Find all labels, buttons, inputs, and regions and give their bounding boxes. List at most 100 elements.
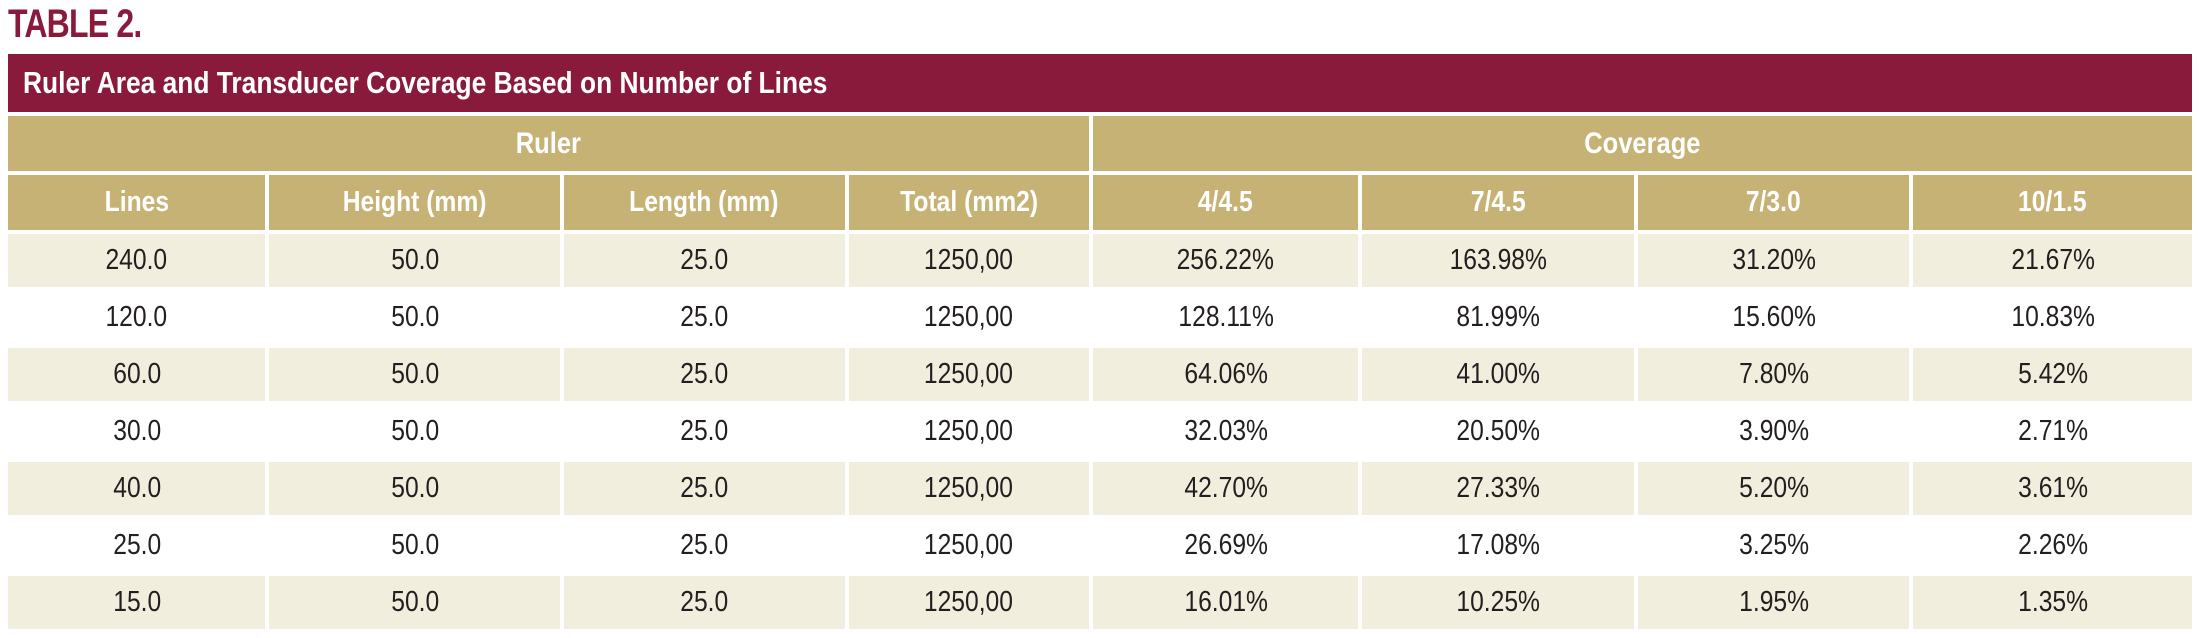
table-cell-value: 50.0: [390, 472, 439, 504]
table-cell: 50.0: [269, 405, 561, 458]
table-cell: 40.0: [8, 462, 266, 515]
table-cell: 1250,00: [848, 576, 1089, 629]
table-cell-value: 50.0: [390, 415, 439, 447]
column-header-4-45: 4/4.5: [1092, 175, 1359, 230]
table-title: Ruler Area and Transducer Coverage Based…: [23, 65, 828, 100]
table-cell: 3.90%: [1637, 405, 1910, 458]
table-cell: 1250,00: [848, 405, 1089, 458]
column-header-label: Length (mm): [629, 186, 779, 218]
table-cell: 41.00%: [1362, 348, 1634, 401]
table-cell-value: 50.0: [390, 529, 439, 561]
column-header-label: 4/4.5: [1198, 186, 1254, 218]
table-cell: 64.06%: [1092, 348, 1359, 401]
table-cell-value: 50.0: [390, 301, 439, 333]
group-header-coverage: Coverage: [1092, 116, 2192, 171]
table-cell-value: 3.25%: [1738, 529, 1809, 561]
table-cell: 240.0: [8, 234, 266, 287]
column-header-7-45: 7/4.5: [1362, 175, 1634, 230]
table-cell: 20.50%: [1362, 405, 1634, 458]
table-cell-value: 256.22%: [1177, 244, 1275, 276]
table-cell: 5.42%: [1913, 348, 2192, 401]
table-cell-value: 50.0: [390, 358, 439, 390]
table-cell: 3.25%: [1637, 519, 1910, 572]
table-cell-value: 2.26%: [2017, 529, 2088, 561]
table-cell: 25.0: [564, 576, 845, 629]
table-cell-value: 16.01%: [1183, 586, 1268, 618]
table-cell: 25.0: [8, 519, 266, 572]
table-cell-value: 2.71%: [2017, 415, 2088, 447]
table-cell-value: 1250,00: [924, 415, 1014, 447]
table-cell: 10.83%: [1913, 291, 2192, 344]
table-cell-value: 128.11%: [1177, 301, 1274, 333]
table-cell-value: 1250,00: [924, 586, 1014, 618]
table-cell: 15.0: [8, 576, 266, 629]
table-cell: 50.0: [269, 234, 561, 287]
table-cell-value: 7.80%: [1738, 358, 1809, 390]
table-cell-value: 1250,00: [924, 301, 1014, 333]
table-cell: 1250,00: [848, 234, 1089, 287]
table-cell-value: 15.60%: [1731, 301, 1816, 333]
table-cell: 1250,00: [848, 462, 1089, 515]
column-header-10-15: 10/1.5: [1913, 175, 2192, 230]
table-cell-value: 1250,00: [924, 244, 1014, 276]
table-cell: 16.01%: [1092, 576, 1359, 629]
table-cell: 128.11%: [1092, 291, 1359, 344]
table-cell-value: 5.20%: [1738, 472, 1809, 504]
table-cell-value: 42.70%: [1183, 472, 1268, 504]
table-cell: 27.33%: [1362, 462, 1634, 515]
table-cell-value: 1250,00: [924, 358, 1014, 390]
table-cell: 60.0: [8, 348, 266, 401]
table-label: TABLE 2.: [8, 2, 142, 46]
table-cell-value: 10.83%: [2010, 301, 2095, 333]
table-cell-value: 26.69%: [1183, 529, 1268, 561]
table-cell-value: 31.20%: [1731, 244, 1816, 276]
table-cell: 25.0: [564, 348, 845, 401]
table-cell-value: 60.0: [112, 358, 161, 390]
table-cell: 17.08%: [1362, 519, 1634, 572]
column-header-label: 10/1.5: [2018, 186, 2087, 218]
data-table: Ruler Area and Transducer Coverage Based…: [8, 54, 2192, 629]
column-header-label: Lines: [104, 186, 169, 218]
table-cell-value: 25.0: [680, 415, 729, 447]
table-cell-value: 10.25%: [1456, 586, 1541, 618]
table-cell-value: 50.0: [390, 244, 439, 276]
table-cell-value: 41.00%: [1456, 358, 1541, 390]
table-cell-value: 81.99%: [1456, 301, 1541, 333]
table-cell-value: 25.0: [680, 586, 729, 618]
table-cell-value: 30.0: [112, 415, 161, 447]
table-cell: 1.35%: [1913, 576, 2192, 629]
table-title-bar: Ruler Area and Transducer Coverage Based…: [8, 54, 2192, 112]
table-cell-value: 20.50%: [1456, 415, 1541, 447]
table-cell-value: 27.33%: [1456, 472, 1541, 504]
table-cell: 50.0: [269, 348, 561, 401]
table-cell-value: 3.61%: [2017, 472, 2088, 504]
table-cell: 50.0: [269, 576, 561, 629]
table-cell-value: 32.03%: [1183, 415, 1268, 447]
column-header-total: Total (mm2): [848, 175, 1089, 230]
table-cell-value: 1250,00: [924, 472, 1014, 504]
table-cell: 25.0: [564, 519, 845, 572]
column-header-7-30: 7/3.0: [1637, 175, 1910, 230]
table-cell: 7.80%: [1637, 348, 1910, 401]
table-cell: 256.22%: [1092, 234, 1359, 287]
column-header-label: 7/3.0: [1746, 186, 1802, 218]
table-cell: 32.03%: [1092, 405, 1359, 458]
table-cell: 10.25%: [1362, 576, 1634, 629]
column-header-label: Height (mm): [342, 186, 487, 218]
column-header-label: Total (mm2): [899, 186, 1038, 218]
table-cell-value: 50.0: [390, 586, 439, 618]
table-cell-value: 25.0: [680, 301, 729, 333]
table-cell: 120.0: [8, 291, 266, 344]
group-header-coverage-label: Coverage: [1584, 126, 1701, 160]
column-header-length: Length (mm): [564, 175, 845, 230]
table-cell-value: 5.42%: [2017, 358, 2088, 390]
table-cell: 2.71%: [1913, 405, 2192, 458]
table-cell-value: 64.06%: [1183, 358, 1268, 390]
table-cell-value: 163.98%: [1449, 244, 1547, 276]
table-cell-value: 25.0: [112, 529, 161, 561]
table-cell: 21.67%: [1913, 234, 2192, 287]
table-cell-value: 21.67%: [2010, 244, 2095, 276]
table-cell: 1250,00: [848, 519, 1089, 572]
table-cell: 42.70%: [1092, 462, 1359, 515]
